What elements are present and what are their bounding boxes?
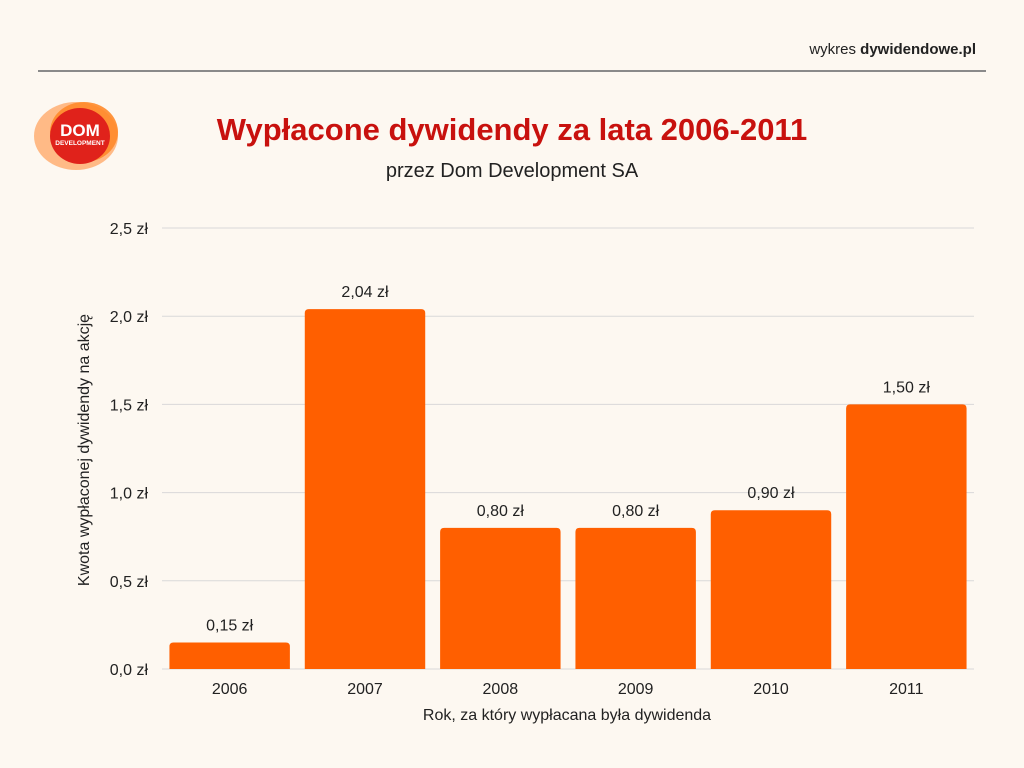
data-label: 1,50 zł <box>883 379 931 396</box>
brand-prefix: wykres <box>809 41 856 58</box>
brand-watermark: wykres dywidendowe.pl <box>809 41 976 58</box>
data-label: 0,15 zł <box>206 618 254 635</box>
dom-development-logo: DOM DEVELOPMENT <box>34 102 118 170</box>
data-label: 0,90 zł <box>747 485 795 502</box>
x-tick-label: 2009 <box>618 681 654 698</box>
logo-text-development: DEVELOPMENT <box>55 140 105 147</box>
x-tick-label: 2008 <box>483 681 519 698</box>
header-divider <box>38 70 986 72</box>
bar-2006 <box>169 642 290 669</box>
y-tick-label: 1,0 zł <box>110 486 149 503</box>
chart-subtitle: przez Dom Development SA <box>385 160 639 182</box>
brand-name: dywidendowe.pl <box>860 41 976 58</box>
x-tick-label: 2011 <box>889 681 924 698</box>
y-tick-label: 1,5 zł <box>110 397 149 414</box>
logo-text-dom: DOM <box>60 121 100 140</box>
bar-2011 <box>846 404 967 669</box>
grid-layer <box>162 227 974 670</box>
data-label: 0,80 zł <box>612 503 660 520</box>
y-tick-label: 0,0 zł <box>110 662 149 679</box>
data-label: 0,80 zł <box>477 503 525 520</box>
bar-2007 <box>304 309 426 669</box>
y-tick-label: 2,5 zł <box>110 221 149 238</box>
x-axis-title: Rok, za który wypłacana była dywidenda <box>423 707 711 724</box>
bar-2008 <box>440 527 561 669</box>
chart-title: Wypłacone dywidendy za lata 2006-2011 <box>216 112 808 147</box>
x-tick-label: 2007 <box>347 681 383 698</box>
y-tick-label: 0,5 zł <box>110 574 149 591</box>
data-label: 2,04 zł <box>341 284 389 301</box>
bar-2009 <box>575 527 696 669</box>
y-axis-title: Kwota wypłaconej dywidendy na akcję <box>76 314 93 586</box>
bar-layer <box>169 309 967 669</box>
label-layer: 0,0 zł 0,5 zł 1,0 zł 1,5 zł 2,0 zł 2,5 zł 0,15… <box>110 221 931 698</box>
x-tick-label: 2006 <box>212 681 248 698</box>
x-tick-label: 2010 <box>753 681 789 698</box>
bar-2010 <box>710 510 832 669</box>
y-tick-label: 2,0 zł <box>110 309 149 326</box>
